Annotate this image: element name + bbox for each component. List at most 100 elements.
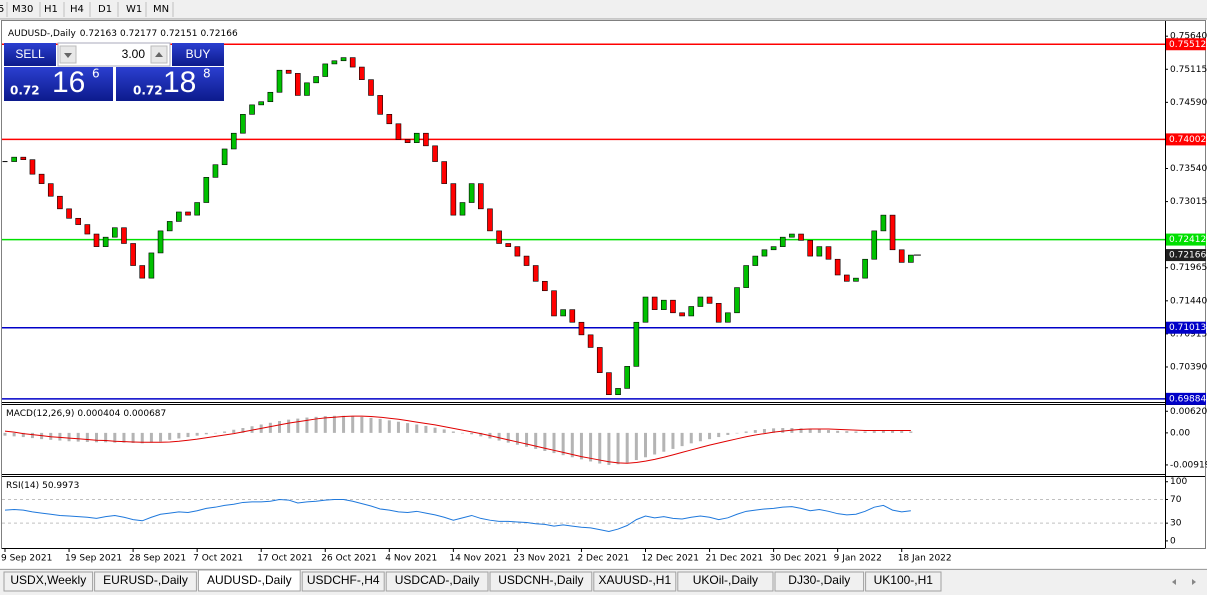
candle-body bbox=[606, 372, 612, 395]
tab[interactable] bbox=[593, 571, 677, 592]
candle-body bbox=[880, 214, 887, 232]
candle-body bbox=[578, 321, 585, 336]
macd-bar bbox=[332, 415, 336, 433]
timeframe-button[interactable]: D1 bbox=[98, 4, 112, 15]
tab[interactable] bbox=[385, 571, 489, 592]
timeframe-button[interactable]: W1 bbox=[126, 4, 142, 15]
macd-bar bbox=[442, 429, 446, 433]
macd-bar bbox=[598, 432, 602, 464]
candle-body bbox=[642, 296, 649, 323]
timeframe-button[interactable]: M30 bbox=[12, 4, 33, 15]
candle-body bbox=[230, 132, 237, 150]
tab[interactable] bbox=[489, 571, 593, 592]
macd-bar bbox=[186, 432, 190, 438]
y-tick-label: 0.75640 bbox=[1170, 32, 1207, 42]
level-price-label: 0.75512 bbox=[1169, 40, 1206, 50]
candle-body bbox=[688, 306, 695, 317]
sell-button[interactable] bbox=[4, 43, 56, 66]
macd-bar bbox=[900, 431, 904, 433]
candle-body bbox=[734, 287, 740, 314]
timeframe-button[interactable]: H1 bbox=[44, 4, 58, 15]
toolbar bbox=[0, 0, 1207, 19]
tab-label[interactable]: USDX,Weekly bbox=[10, 573, 86, 587]
candle-body bbox=[11, 156, 17, 162]
buy-button[interactable] bbox=[172, 43, 224, 66]
rsi-header: RSI(14) 50.9973 bbox=[6, 481, 79, 491]
candle-body bbox=[532, 265, 539, 282]
tab-label[interactable]: UK100-,H1 bbox=[874, 573, 934, 587]
macd-bar bbox=[689, 432, 693, 444]
tab[interactable] bbox=[677, 571, 774, 592]
candle-body bbox=[322, 63, 329, 77]
timeframe-button[interactable]: MN bbox=[153, 4, 169, 15]
candle-body bbox=[514, 246, 521, 257]
sell-label[interactable]: SELL bbox=[15, 47, 45, 61]
tab[interactable] bbox=[774, 571, 865, 592]
ask-point: 8 bbox=[203, 67, 211, 81]
macd-bar bbox=[863, 431, 867, 433]
y-tick-label: 100 bbox=[1170, 477, 1187, 487]
candle-body bbox=[359, 66, 365, 80]
tab-label[interactable]: USDCAD-,Daily bbox=[395, 573, 480, 587]
candle-body bbox=[294, 73, 301, 96]
ohlc-value: 0.72151 bbox=[160, 29, 197, 39]
tab[interactable] bbox=[3, 571, 94, 592]
macd-bar bbox=[342, 415, 346, 433]
timeframe-button[interactable]: H4 bbox=[70, 4, 84, 15]
macd-bar bbox=[323, 416, 327, 433]
buy-label[interactable]: BUY bbox=[186, 47, 211, 61]
signal-line bbox=[4, 415, 911, 464]
macd-bar bbox=[525, 432, 529, 447]
candle-body bbox=[587, 334, 594, 348]
macd-bar bbox=[76, 432, 80, 442]
volume-input[interactable] bbox=[57, 42, 171, 67]
timeframe-button[interactable]: 5 bbox=[0, 4, 4, 15]
macd-bar bbox=[671, 432, 675, 449]
candle-body bbox=[304, 82, 310, 96]
x-tick-label: 23 Nov 2021 bbox=[513, 554, 571, 564]
x-tick-label: 28 Sep 2021 bbox=[129, 554, 186, 564]
candle-body bbox=[834, 258, 841, 276]
volume-value[interactable]: 3.00 bbox=[122, 47, 146, 61]
ask-box[interactable] bbox=[116, 67, 224, 101]
candle-body bbox=[468, 183, 475, 203]
macd-bar bbox=[369, 417, 373, 433]
macd-bar bbox=[278, 421, 281, 433]
candle-body bbox=[633, 321, 640, 367]
tab-label[interactable]: USDCNH-,Daily bbox=[498, 573, 583, 587]
scroll-right[interactable] bbox=[1192, 579, 1196, 585]
candle-body bbox=[377, 95, 383, 115]
tab[interactable] bbox=[865, 571, 942, 592]
candle-body bbox=[789, 233, 795, 238]
tab-label[interactable]: DJ30-,Daily bbox=[788, 573, 850, 587]
tab-label[interactable]: AUDUSD-,Daily bbox=[207, 573, 292, 587]
x-tick-label: 14 Nov 2021 bbox=[449, 554, 507, 564]
candle-body bbox=[176, 211, 182, 222]
tab-label[interactable]: UKOil-,Daily bbox=[693, 573, 758, 587]
macd-bar bbox=[213, 432, 217, 434]
candle-body bbox=[615, 388, 621, 395]
macd-bar bbox=[104, 432, 108, 443]
candle-body bbox=[807, 240, 814, 257]
tab-label[interactable]: USDCHF-,H4 bbox=[307, 573, 380, 587]
candle-body bbox=[194, 202, 200, 216]
macd-bar bbox=[195, 432, 199, 436]
macd-bar bbox=[232, 429, 236, 433]
candle-body bbox=[340, 57, 347, 62]
candle-body bbox=[660, 299, 667, 310]
ohlc-value: 0.72177 bbox=[120, 29, 157, 39]
macd-bar bbox=[387, 420, 391, 433]
tab[interactable] bbox=[94, 571, 197, 592]
y-tick-label: 0 bbox=[1170, 536, 1176, 546]
symbol-title: AUDUSD-,Daily bbox=[8, 29, 76, 39]
macd-bar bbox=[149, 432, 153, 443]
tab-label[interactable]: EURUSD-,Daily bbox=[103, 573, 188, 587]
tab[interactable] bbox=[301, 571, 385, 592]
candle-body bbox=[725, 312, 731, 323]
tab[interactable] bbox=[197, 569, 301, 592]
bid-box[interactable] bbox=[4, 67, 113, 101]
scroll-left[interactable] bbox=[1172, 579, 1176, 585]
candle-body bbox=[441, 161, 448, 184]
tab-label[interactable]: XAUUSD-,H1 bbox=[598, 573, 671, 587]
candle-body bbox=[798, 233, 804, 241]
